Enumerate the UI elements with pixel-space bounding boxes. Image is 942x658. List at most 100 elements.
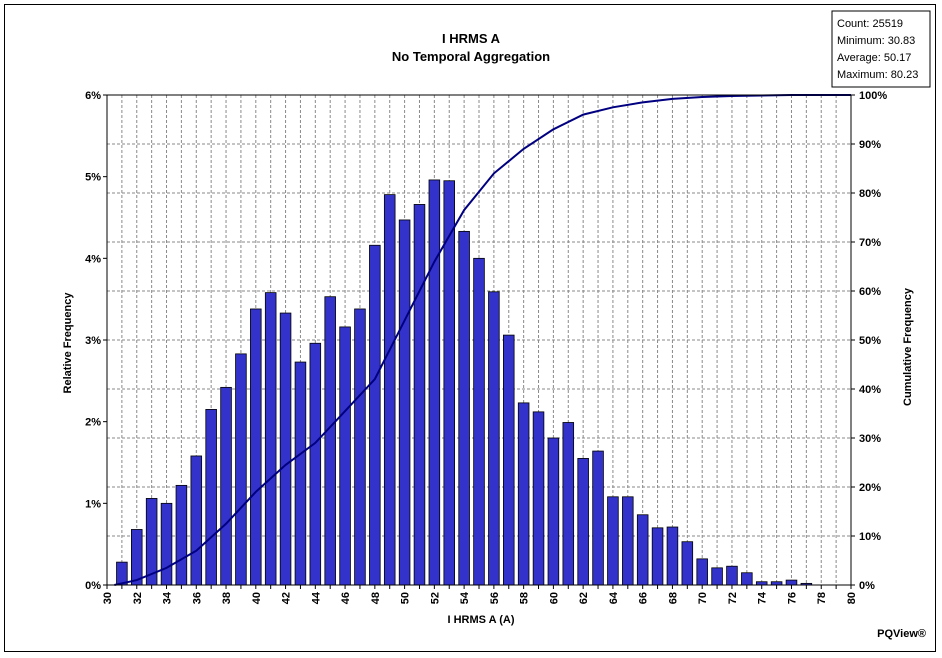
histogram-bar <box>488 291 500 586</box>
y2-tick-label: 90% <box>859 139 881 151</box>
bars-layer <box>116 179 813 586</box>
x-axis-title: I HRMS A (A) <box>447 614 514 626</box>
stats-minimum: Minimum: 30.83 <box>837 35 915 47</box>
x-tick-label: 76 <box>786 592 798 604</box>
x-tick-label: 74 <box>757 591 769 604</box>
histogram-bar <box>696 558 708 586</box>
y2-tick-label: 20% <box>859 482 881 494</box>
histogram-bar <box>681 541 694 586</box>
x-tick-label: 68 <box>667 592 679 604</box>
x-tick-label: 54 <box>459 591 471 604</box>
x-tick-label: 34 <box>162 591 174 604</box>
chart-title: I HRMS A <box>442 31 501 46</box>
y-axis-title: Relative Frequency <box>62 292 74 394</box>
histogram-bar <box>503 334 515 586</box>
histogram-bar <box>235 353 247 586</box>
x-tick-label: 58 <box>519 592 531 604</box>
y-tick-label: 5% <box>85 172 101 184</box>
x-tick-label: 62 <box>578 592 590 604</box>
histogram-bar <box>175 484 188 586</box>
histogram-bar <box>473 257 485 586</box>
axes-layer: 0% 1% 2% 3% 4% 5% 6% 0% 10% 20% 30% 40% 50% 60% 70% 80%… <box>85 90 887 604</box>
histogram-bar <box>413 204 426 586</box>
y2-tick-label: 40% <box>859 384 881 396</box>
x-tick-label: 66 <box>638 592 650 604</box>
x-tick-label: 64 <box>608 591 620 604</box>
histogram-bar <box>607 496 619 586</box>
y-tick-label: 3% <box>85 335 101 347</box>
histogram-bar <box>339 326 351 586</box>
histogram-bar <box>622 496 634 586</box>
x-tick-label: 72 <box>727 592 739 604</box>
cumulative-frequency-line <box>114 94 851 586</box>
histogram-bar <box>309 342 322 586</box>
histogram-bar <box>711 567 723 586</box>
histogram-bar <box>250 308 262 586</box>
x-tick-label: 40 <box>251 592 263 604</box>
histogram-bar <box>369 244 381 586</box>
y2-tick-label: 80% <box>859 188 881 200</box>
histogram-bar <box>205 409 217 586</box>
chart-frame: I HRMS A No Temporal Aggregation 0% 1% 2% 3… <box>4 4 936 652</box>
histogram-bar <box>726 565 738 586</box>
histogram-bar <box>383 194 396 586</box>
histogram-bar <box>294 361 307 586</box>
y2-tick-label: 60% <box>859 286 881 298</box>
x-tick-label: 56 <box>489 592 501 604</box>
x-tick-label: 36 <box>191 592 203 604</box>
histogram-bar <box>532 411 545 586</box>
histogram-bar <box>547 437 560 586</box>
histogram-bar <box>190 455 203 586</box>
histogram-bar <box>666 526 679 586</box>
y2-tick-label: 0% <box>859 580 875 592</box>
histogram-bar <box>324 296 336 586</box>
y-tick-label: 4% <box>85 253 101 265</box>
x-tick-label: 30 <box>102 592 114 604</box>
histogram-bar <box>562 422 575 586</box>
histogram-bar <box>220 386 232 586</box>
histogram-bar <box>577 458 589 586</box>
histogram-bar <box>636 514 649 586</box>
x-tick-label: 48 <box>370 592 382 604</box>
histogram-bar <box>131 529 143 586</box>
stats-box: Count: 25519 Minimum: 30.83 Average: 50.… <box>831 10 931 88</box>
stats-average: Average: 50.17 <box>837 52 911 64</box>
x-tick-label: 32 <box>132 592 144 604</box>
stats-maximum: Maximum: 80.23 <box>837 69 918 81</box>
y-tick-label: 2% <box>85 417 101 429</box>
x-tick-label: 70 <box>697 592 709 604</box>
y-tick-label: 0% <box>85 580 101 592</box>
y2-tick-label: 30% <box>859 433 881 445</box>
x-tick-label: 50 <box>400 592 412 604</box>
histogram-bar <box>651 527 664 586</box>
x-tick-label: 42 <box>281 592 293 604</box>
histogram-bar <box>354 308 366 586</box>
histogram-bar <box>458 230 470 586</box>
pqview-brand: PQView® <box>877 628 926 640</box>
histogram-bar <box>279 312 292 586</box>
histogram-bar <box>398 219 411 586</box>
x-tick-label: 60 <box>548 592 560 604</box>
y-tick-label: 6% <box>85 90 101 102</box>
stats-count: Count: 25519 <box>837 18 903 30</box>
x-tick-label: 46 <box>340 592 352 604</box>
histogram-bar <box>785 579 798 586</box>
x-tick-label: 52 <box>429 592 441 604</box>
histogram-bar <box>592 450 604 586</box>
y-tick-label: 1% <box>85 498 101 510</box>
x-tick-label: 80 <box>846 592 858 604</box>
histogram-chart: I HRMS A No Temporal Aggregation 0% 1% 2% 3… <box>62 10 931 640</box>
y2-axis-title: Cumulative Frequency <box>902 287 914 406</box>
x-tick-label: 38 <box>221 592 233 604</box>
cumulative-line-layer <box>114 94 851 586</box>
histogram-bar <box>741 572 753 586</box>
y2-tick-label: 10% <box>859 531 881 543</box>
histogram-bar <box>428 179 441 586</box>
y2-tick-label: 70% <box>859 237 881 249</box>
histogram-bar <box>160 502 173 586</box>
chart-subtitle: No Temporal Aggregation <box>392 49 550 64</box>
y2-tick-label: 50% <box>859 335 881 347</box>
x-tick-label: 44 <box>310 591 322 604</box>
histogram-bar <box>264 292 277 586</box>
y2-tick-label: 100% <box>859 90 887 102</box>
